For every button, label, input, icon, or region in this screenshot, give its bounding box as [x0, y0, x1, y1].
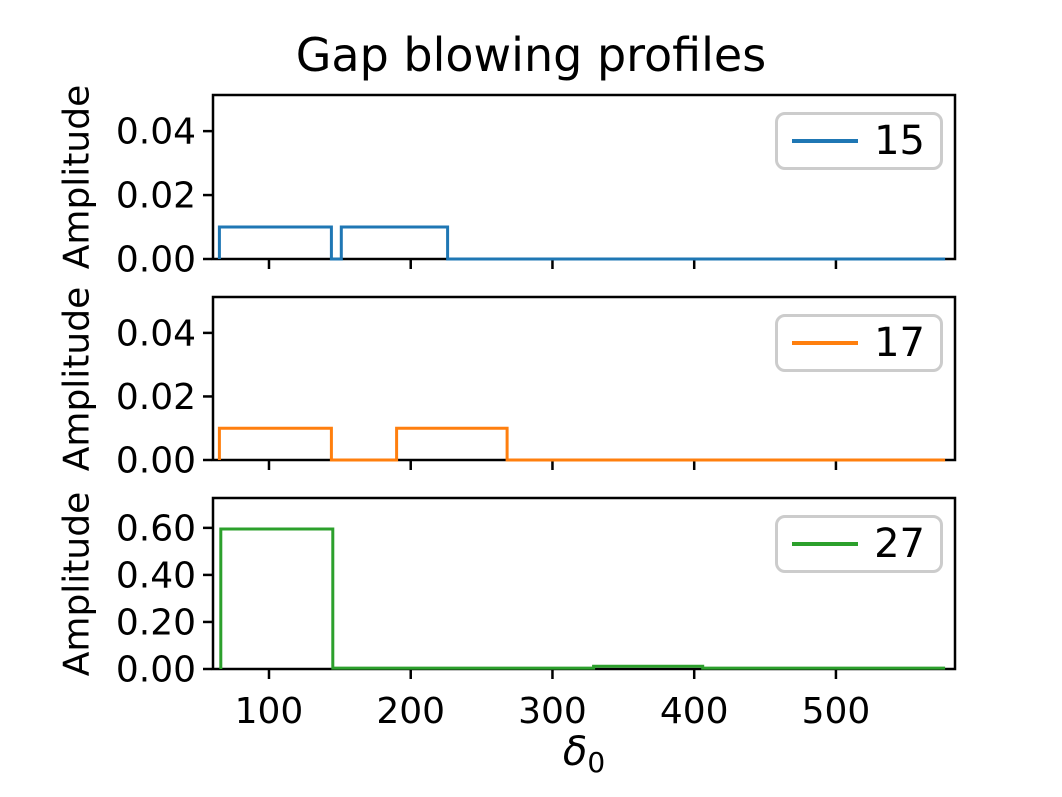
legend-label: 17: [874, 320, 925, 366]
y-tick-label: 0.40: [116, 555, 196, 596]
y-tick-label: 0.02: [116, 377, 196, 418]
legend-line-sample-green: [792, 542, 858, 546]
y-tick-label: 0.60: [116, 508, 196, 549]
series-line-27: [219, 527, 946, 670]
y-tick-label: 0.00: [116, 650, 196, 691]
series-line-17: [217, 426, 946, 462]
x-axis-label-delta: δ: [562, 729, 588, 775]
x-tick-label: 200: [376, 691, 445, 732]
legend-label: 27: [874, 521, 925, 567]
x-axis-label-subscript: 0: [587, 746, 606, 779]
y-axis-label-bottom: Amplitude: [56, 491, 98, 677]
legend-label: 15: [874, 118, 925, 164]
x-tick-label: 400: [660, 691, 729, 732]
subplot-2: 100 200 300 400 500 0.00 0.20 0.40 0.60: [116, 496, 957, 732]
legend-line-sample-blue: [792, 139, 858, 143]
legend-bottom: 27: [775, 515, 943, 573]
legend-middle: 17: [775, 314, 943, 372]
legend-line-sample-orange: [792, 341, 858, 345]
y-axis-label-middle: Amplitude: [56, 286, 98, 472]
series-line-15: [217, 225, 946, 261]
subplot-0: 0.00 0.02 0.04: [116, 93, 957, 281]
legend-top: 15: [775, 112, 943, 170]
y-axis-label-top: Amplitude: [56, 84, 98, 270]
y-tick-label: 0.00: [116, 441, 196, 482]
chart-title: Gap blowing profiles: [295, 28, 767, 82]
x-axis-label: δ0: [213, 730, 955, 779]
y-tick-label: 0.02: [116, 176, 196, 217]
x-tick-label: 300: [518, 691, 587, 732]
y-tick-label: 0.20: [116, 602, 196, 643]
y-tick-label: 0.04: [116, 112, 196, 153]
x-tick-label: 500: [802, 691, 871, 732]
y-tick-label: 0.00: [116, 240, 196, 281]
x-tick-label: 100: [235, 691, 304, 732]
y-tick-label: 0.04: [116, 313, 196, 354]
subplot-1: 0.00 0.02 0.04: [116, 295, 957, 482]
